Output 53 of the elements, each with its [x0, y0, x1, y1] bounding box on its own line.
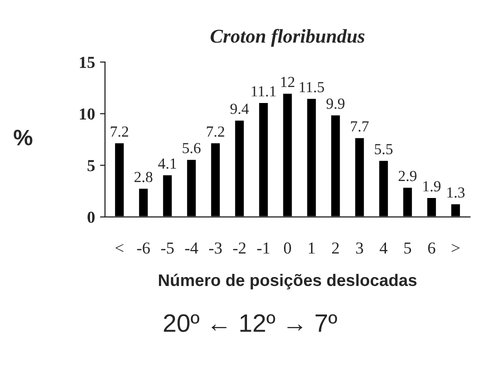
y-tick-label: 5 — [88, 160, 95, 172]
bar — [138, 187, 150, 217]
bar — [354, 136, 366, 217]
bar — [282, 92, 294, 217]
data-label: 5.6 — [182, 142, 201, 154]
x-tick-label: 0 — [284, 242, 292, 254]
data-label: 12 — [281, 76, 294, 87]
x-tick-label: -6 — [137, 242, 150, 254]
bar — [450, 202, 462, 217]
data-label: 9.4 — [230, 104, 249, 114]
bar — [402, 186, 414, 217]
y-tick-label: 0 — [88, 212, 95, 223]
data-label: 2.8 — [134, 172, 152, 182]
x-tick-label: > — [452, 244, 460, 252]
bar — [378, 159, 390, 217]
data-label: 7.2 — [206, 126, 224, 137]
data-label: 11.5 — [300, 82, 324, 92]
x-tick-label: 2 — [332, 242, 339, 254]
text: 20º ← 12º → 7º — [164, 314, 338, 332]
x-tick-label: 5 — [404, 242, 412, 254]
x-tick-label: 3 — [356, 242, 364, 254]
x-tick-label: 1 — [308, 242, 315, 254]
data-label: 9.9 — [326, 98, 344, 109]
bar — [234, 119, 246, 217]
bar — [426, 196, 438, 217]
data-label: 4.1 — [158, 158, 176, 169]
chart-title: Croton floribundus — [210, 28, 364, 47]
x-tick-label: -2 — [233, 242, 246, 254]
bar — [330, 114, 342, 217]
data-label: 7.2 — [110, 126, 128, 137]
bar — [306, 97, 318, 217]
bar — [186, 158, 198, 217]
x-axis-title: Número de posições deslocadas — [158, 274, 416, 290]
data-label: 5.5 — [374, 144, 393, 154]
bar — [210, 142, 222, 217]
data-label: 1.9 — [423, 181, 440, 192]
data-label: 11.1 — [252, 86, 276, 97]
data-label: 2.9 — [398, 170, 416, 182]
bar — [114, 142, 126, 217]
x-tick-label: -4 — [185, 242, 198, 254]
x-tick-label: -5 — [161, 242, 174, 254]
y-tick-label: 10 — [80, 108, 95, 120]
x-tick-label: 6 — [428, 242, 436, 254]
x-tick-label: -1 — [257, 242, 270, 254]
bar — [162, 174, 174, 217]
x-tick-label: 4 — [380, 242, 388, 254]
data-label: 1.3 — [447, 187, 465, 198]
x-tick-label: < — [116, 244, 124, 252]
y-axis-title: % — [14, 130, 32, 146]
y-tick-label: 15 — [80, 56, 95, 68]
data-label: 7.7 — [351, 121, 369, 132]
bar — [258, 102, 270, 217]
x-tick-label: -3 — [209, 242, 222, 254]
